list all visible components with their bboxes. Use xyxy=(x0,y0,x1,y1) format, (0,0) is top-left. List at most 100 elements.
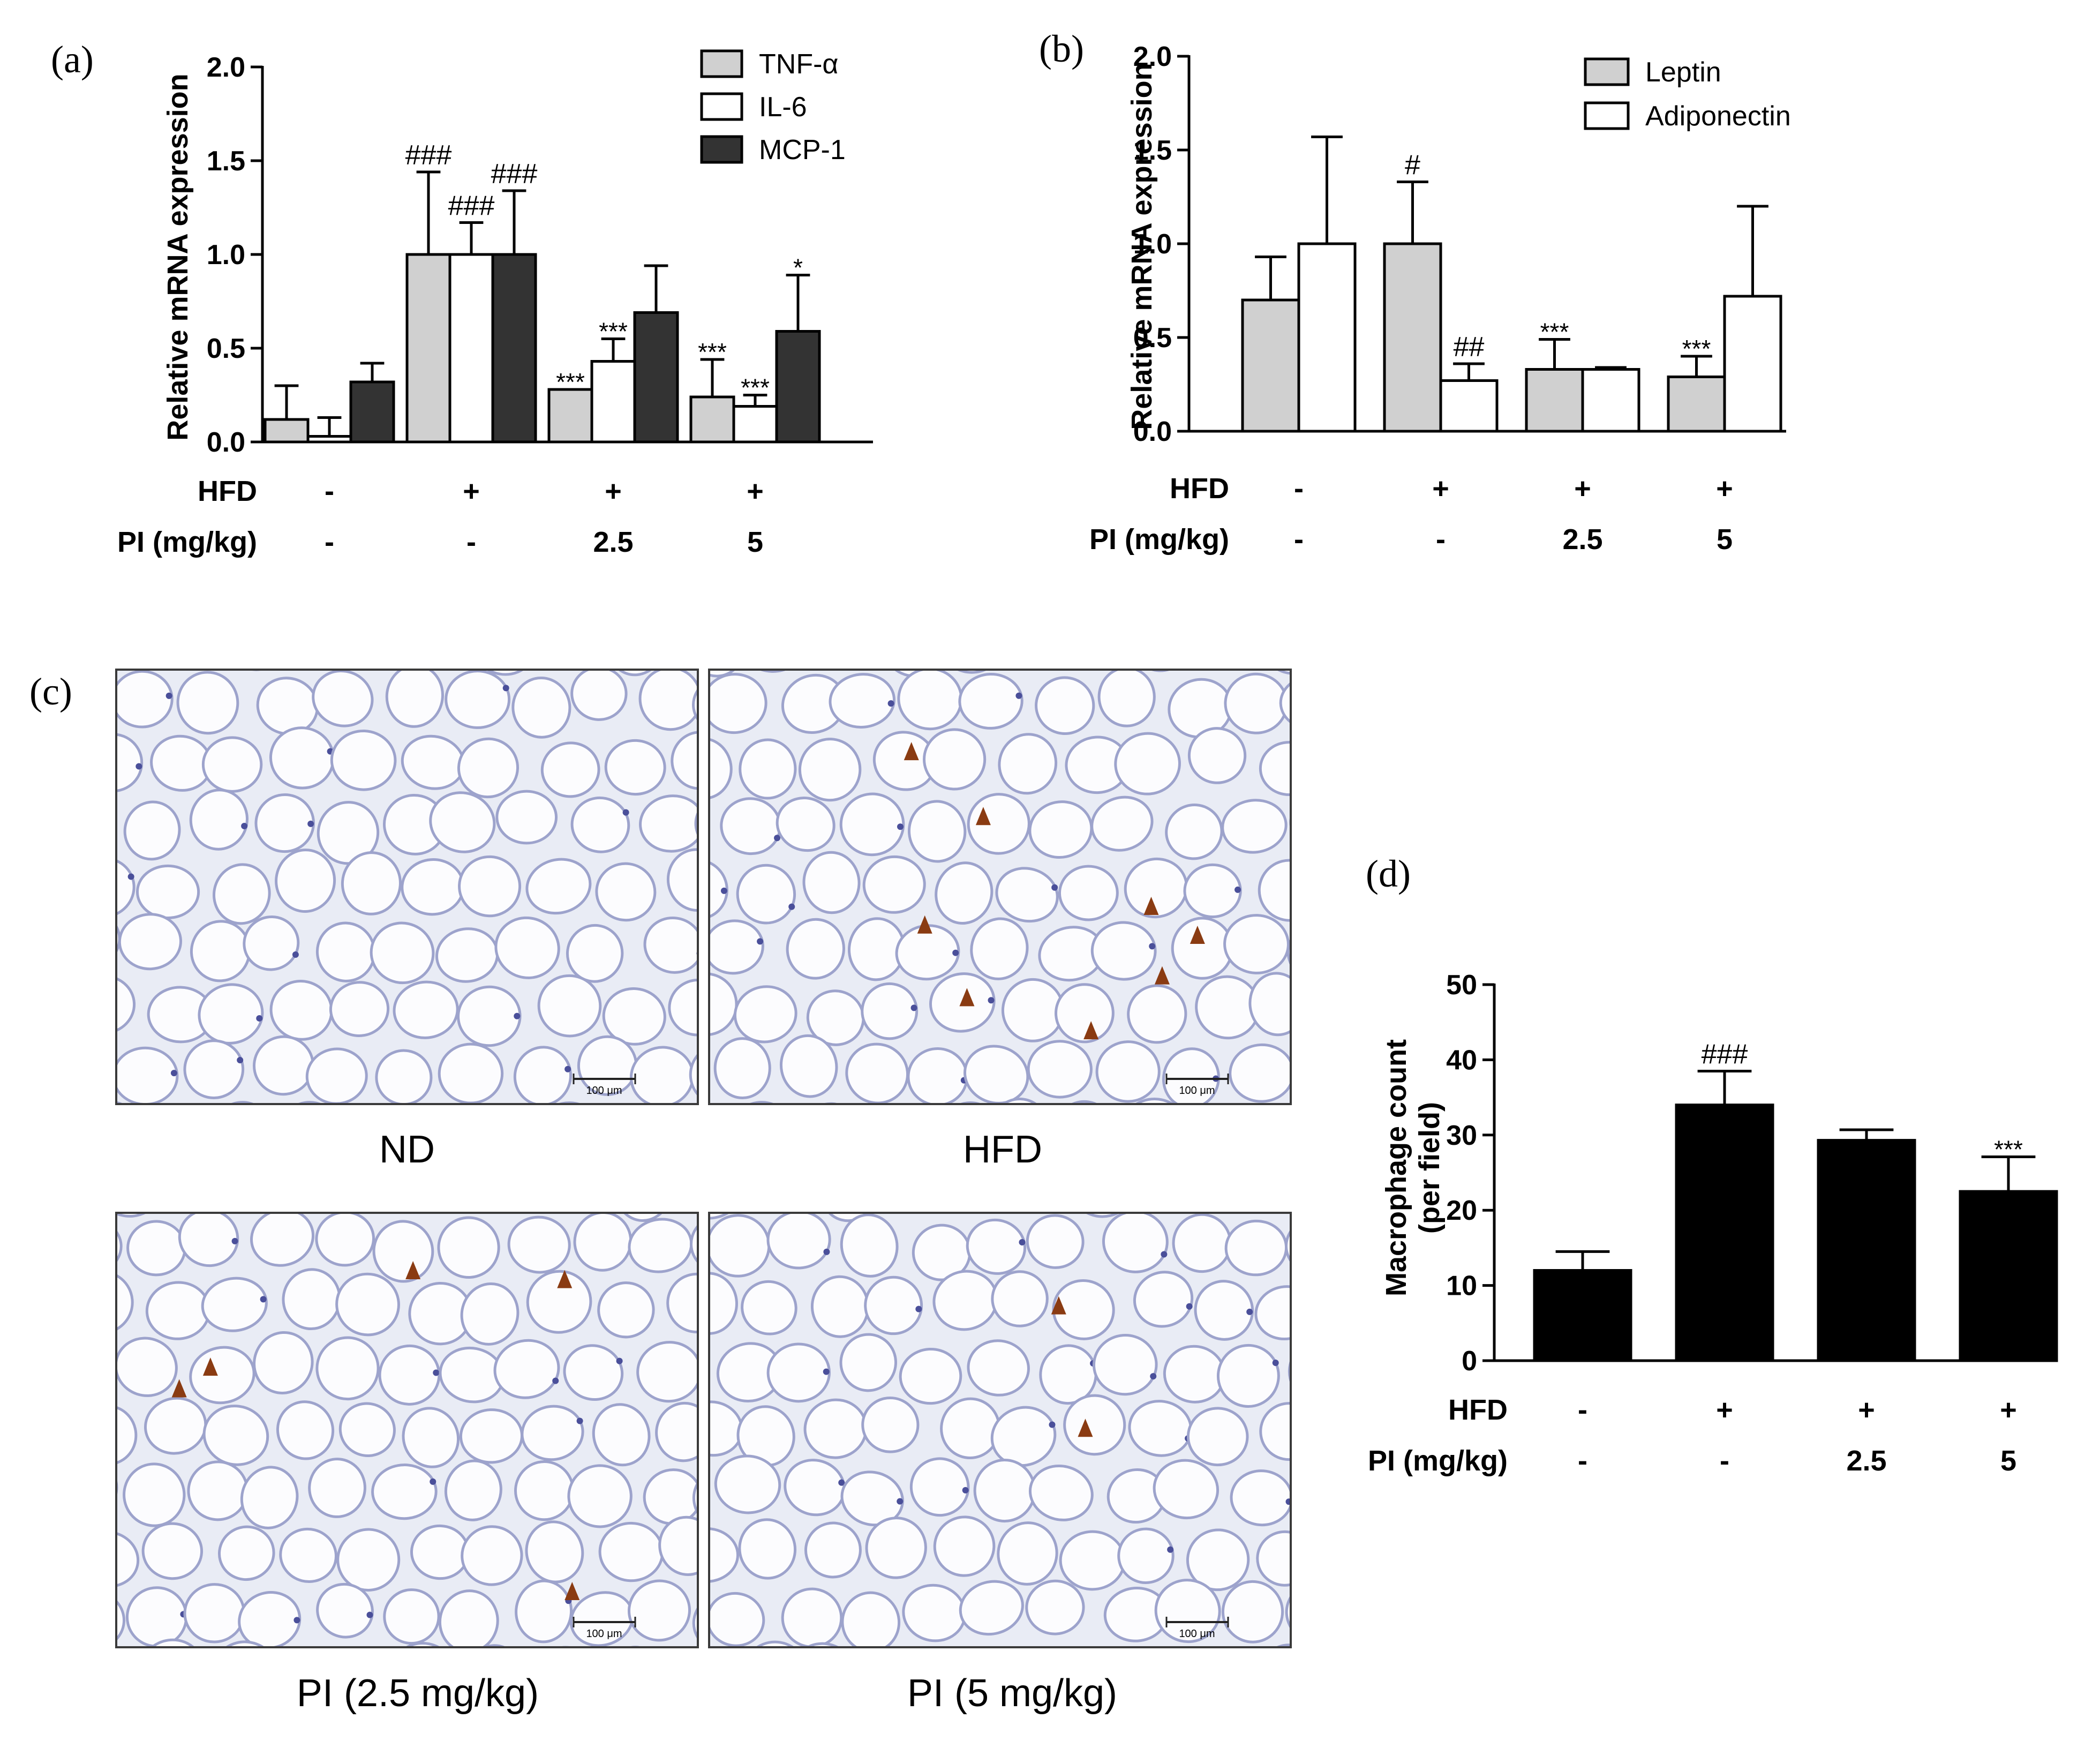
adipocyte-cell xyxy=(865,1517,927,1579)
adipocyte-cell xyxy=(513,1046,572,1103)
nucleus-dot xyxy=(1019,1239,1026,1245)
y-tick-label: 1.0 xyxy=(1133,229,1172,260)
adipocyte-cell xyxy=(141,1522,204,1580)
adipocyte-cell xyxy=(493,1339,560,1399)
adipocyte-cell xyxy=(117,671,174,729)
adipocyte-cell xyxy=(437,1216,500,1279)
panel-letter-b: (b) xyxy=(1039,27,1084,70)
condition-value: + xyxy=(1574,472,1591,505)
adipocyte-cell xyxy=(213,863,271,925)
bar xyxy=(1439,379,1499,433)
y-axis-label-line: Macrophage count xyxy=(1380,1039,1412,1296)
nucleus-dot xyxy=(988,997,995,1004)
y-tick-label: 0 xyxy=(1462,1346,1477,1377)
macrophage-arrow-icon xyxy=(975,807,991,826)
nucleus-dot xyxy=(1285,1498,1290,1505)
bar xyxy=(349,380,395,444)
macrophage-arrow-icon xyxy=(405,1260,421,1279)
adipocyte-cell xyxy=(117,1589,126,1646)
adipocyte-cell xyxy=(1186,1407,1249,1467)
bar xyxy=(1383,242,1442,433)
adipocyte-cell xyxy=(336,1528,401,1592)
adipocyte-cell xyxy=(139,1638,205,1646)
adipocyte-cell xyxy=(710,1214,771,1278)
adipocyte-cell xyxy=(1186,1528,1250,1592)
y-tick-label: 0.5 xyxy=(1133,322,1172,354)
condition-value: 2.5 xyxy=(1846,1445,1886,1477)
condition-value: + xyxy=(1432,472,1449,505)
condition-value: + xyxy=(2000,1394,2017,1426)
adipocyte-cell xyxy=(668,978,697,1037)
significance-label: *** xyxy=(1682,335,1711,363)
y-axis-label: Relative mRNA expression xyxy=(1126,63,1158,430)
nucleus-dot xyxy=(1246,1308,1253,1315)
adipocyte-cell xyxy=(733,985,797,1044)
significance-label: # xyxy=(1405,150,1420,181)
adipocyte-cell xyxy=(240,1466,299,1529)
legend-swatch xyxy=(700,49,743,78)
adipocyte-cell xyxy=(970,917,1029,980)
nucleus-dot xyxy=(1015,692,1022,699)
macrophage-arrow-icon xyxy=(564,1582,580,1601)
condition-value: - xyxy=(466,526,476,558)
adipocyte-cell xyxy=(438,1589,499,1646)
adipocyte-cell xyxy=(276,1400,335,1460)
adipocyte-cell xyxy=(521,1405,584,1461)
y-tick-label: 2.0 xyxy=(1133,41,1172,72)
adipocyte-cell xyxy=(666,848,697,912)
adipocyte-cell xyxy=(671,731,697,790)
adipocyte-cell xyxy=(1059,1530,1126,1591)
condition-value: + xyxy=(1716,472,1733,505)
adipocyte-cell xyxy=(1026,1214,1085,1269)
adipocyte-cell xyxy=(371,1464,438,1520)
nucleus-dot xyxy=(136,763,142,770)
condition-row-label: PI (mg/kg) xyxy=(1089,523,1229,556)
adipocyte-cell xyxy=(1063,1394,1126,1456)
adipocyte-cell xyxy=(1194,1280,1254,1341)
y-tick-label: 1.5 xyxy=(207,146,245,177)
condition-value: - xyxy=(1294,472,1304,505)
adipocyte-cell xyxy=(861,982,919,1040)
adipocyte-cell xyxy=(465,1644,524,1646)
adipocyte-cell xyxy=(117,1219,123,1275)
adipocyte-cell xyxy=(710,1592,765,1646)
adipocyte-cell xyxy=(525,858,592,915)
adipocyte-cell xyxy=(429,791,496,853)
adipocyte-cell xyxy=(438,1042,504,1103)
adipocyte-cell xyxy=(710,671,745,678)
adipocyte-cell xyxy=(144,1397,207,1455)
adipocyte-cell xyxy=(1070,1214,1136,1218)
adipocyte-cell xyxy=(1183,863,1242,918)
adipocyte-cell xyxy=(738,1518,797,1580)
adipocyte-cell xyxy=(117,911,121,971)
adipocyte-cell xyxy=(829,673,895,729)
adipocyte-cell xyxy=(457,985,522,1047)
adipocyte-cell xyxy=(136,864,200,920)
adipocyte-cell xyxy=(736,864,796,925)
adipocyte-cell xyxy=(741,1280,797,1335)
adipocyte-cell xyxy=(537,974,602,1038)
adipocyte-cell xyxy=(312,671,374,727)
macrophage-arrow-icon xyxy=(171,1379,187,1398)
adipocyte-cell xyxy=(1259,1402,1290,1461)
adipocyte-cell xyxy=(117,733,144,793)
nucleus-dot xyxy=(897,823,904,830)
significance-label: *** xyxy=(599,318,628,346)
adipocyte-cell xyxy=(329,981,390,1037)
adipocyte-cell xyxy=(1187,727,1247,784)
micrograph-pi-5: 100 μm xyxy=(708,1212,1292,1648)
adipocyte-cell xyxy=(636,1341,697,1403)
adipocyte-cell xyxy=(995,867,1059,923)
bar xyxy=(590,360,636,444)
adipocyte-cell xyxy=(1035,676,1095,735)
micrograph-caption-hfd: HFD xyxy=(963,1128,1042,1171)
condition-value: 5 xyxy=(747,526,763,558)
adipocyte-cell xyxy=(845,1042,909,1103)
adipocyte-cell xyxy=(1058,865,1119,921)
bar xyxy=(1667,376,1726,433)
adipocyte-cell xyxy=(372,1220,434,1283)
adipocyte-cell xyxy=(385,671,444,728)
adipocyte-cell xyxy=(1259,1644,1290,1646)
adipocyte-cell xyxy=(461,1525,523,1586)
